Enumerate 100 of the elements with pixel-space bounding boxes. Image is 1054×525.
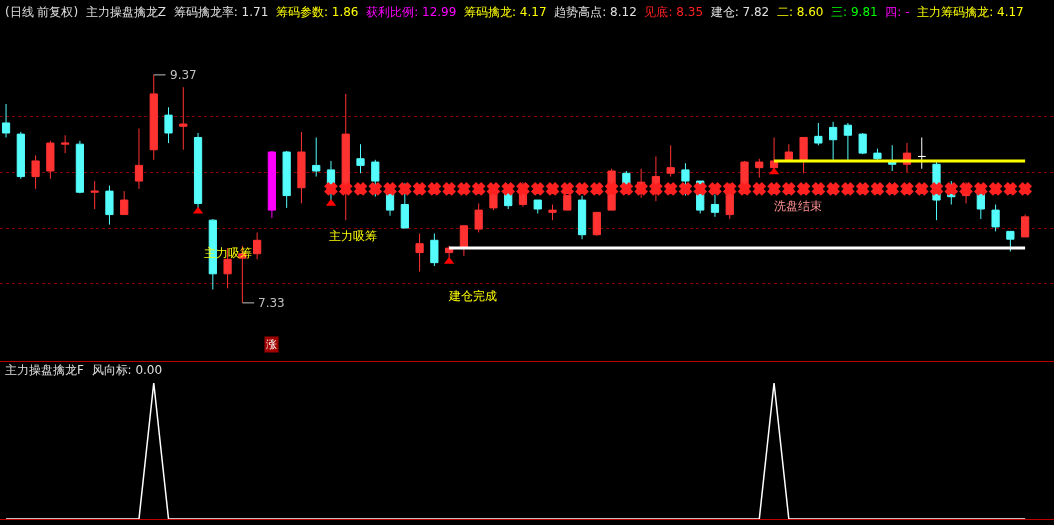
annotation: 主力吸筹 — [329, 229, 377, 243]
candlestick — [873, 148, 882, 161]
point — [812, 182, 825, 196]
point — [959, 182, 973, 196]
point — [1018, 182, 1032, 196]
point — [413, 182, 426, 196]
point — [1004, 182, 1017, 196]
candlestick — [282, 150, 291, 209]
candlestick — [577, 195, 587, 240]
point — [664, 182, 678, 196]
point — [531, 182, 545, 196]
candlestick — [149, 74, 158, 161]
candlestick — [312, 136, 321, 178]
point — [738, 182, 751, 196]
annotation: 趋势高点: 8.12 — [554, 5, 637, 19]
candlestick — [784, 143, 793, 161]
candlestick — [61, 134, 70, 154]
point — [797, 182, 810, 196]
candlestick — [799, 136, 808, 174]
candlestick — [474, 202, 483, 233]
candlestick — [90, 180, 99, 210]
candlestick — [755, 158, 764, 179]
point — [679, 182, 692, 196]
annotation: 筹码参数: 1.86 — [275, 5, 359, 19]
text: (日线 前复权) — [5, 5, 79, 19]
candlestick — [46, 140, 55, 180]
candlestick — [1006, 230, 1015, 252]
point — [708, 182, 722, 196]
candlestick — [843, 122, 853, 161]
candlestick — [134, 128, 144, 190]
candlestick — [31, 154, 40, 190]
annotation: 涨 — [266, 338, 277, 351]
point — [487, 182, 500, 196]
candlestick — [105, 185, 114, 226]
point — [989, 182, 1002, 196]
text: 主力操盘擒龙Z — [85, 5, 167, 19]
candlestick — [356, 143, 365, 174]
point — [723, 182, 737, 196]
candlestick — [681, 162, 690, 197]
candlestick — [341, 93, 350, 221]
annotation: 建仓: 7.82 — [709, 5, 770, 19]
candlestick — [164, 106, 173, 144]
annotation: 二: 8.60 — [776, 5, 824, 19]
annotation: 9.37 — [170, 68, 197, 82]
candlestick — [120, 190, 129, 216]
point — [782, 182, 796, 196]
candlestick — [400, 182, 409, 229]
candlestick — [16, 131, 25, 180]
point — [339, 182, 353, 196]
candlestick — [533, 199, 542, 214]
point — [915, 182, 929, 196]
point — [605, 182, 618, 196]
point — [767, 182, 781, 196]
point — [472, 182, 486, 196]
point — [324, 182, 338, 196]
candlestick — [829, 121, 838, 161]
point — [368, 182, 382, 196]
candlestick — [1021, 214, 1030, 238]
annotation: 筹码擒龙: 4.17 — [464, 5, 547, 19]
candlestick — [563, 195, 572, 211]
annotation: 四: - — [885, 5, 910, 19]
point — [428, 182, 441, 196]
annotation: 建仓完成 — [448, 289, 497, 303]
candlestick — [858, 132, 867, 155]
candlestick — [430, 233, 439, 267]
annotation: 获利比例: 12.99 — [366, 5, 457, 19]
candlestick — [267, 150, 277, 219]
text: 风向标: 0.00 — [91, 363, 163, 377]
candlestick — [75, 140, 85, 194]
point — [885, 182, 899, 196]
candlestick — [666, 144, 675, 178]
point — [693, 182, 707, 196]
candlestick — [297, 131, 306, 204]
point — [974, 182, 988, 196]
point — [871, 182, 884, 196]
candlestick — [592, 211, 601, 237]
candlestick — [459, 225, 469, 257]
candlestick — [814, 122, 823, 146]
point — [841, 182, 855, 196]
candlestick — [371, 159, 380, 198]
point — [560, 182, 574, 196]
candlestick — [415, 233, 424, 273]
point — [856, 182, 870, 196]
annotation: 三: 9.81 — [831, 5, 878, 19]
point — [398, 182, 412, 196]
point — [516, 182, 530, 196]
point — [590, 182, 604, 196]
point — [900, 182, 914, 196]
point — [649, 182, 663, 196]
point — [546, 182, 559, 196]
point — [575, 182, 589, 196]
candlestick — [179, 86, 188, 151]
candlestick — [991, 204, 1000, 232]
candlestick — [253, 231, 262, 260]
candlestick — [1, 103, 11, 138]
annotation: 洗盘结束 — [774, 199, 822, 213]
point — [457, 182, 471, 196]
annotation: 7.33 — [258, 296, 285, 310]
point — [383, 182, 397, 196]
point — [620, 182, 633, 196]
